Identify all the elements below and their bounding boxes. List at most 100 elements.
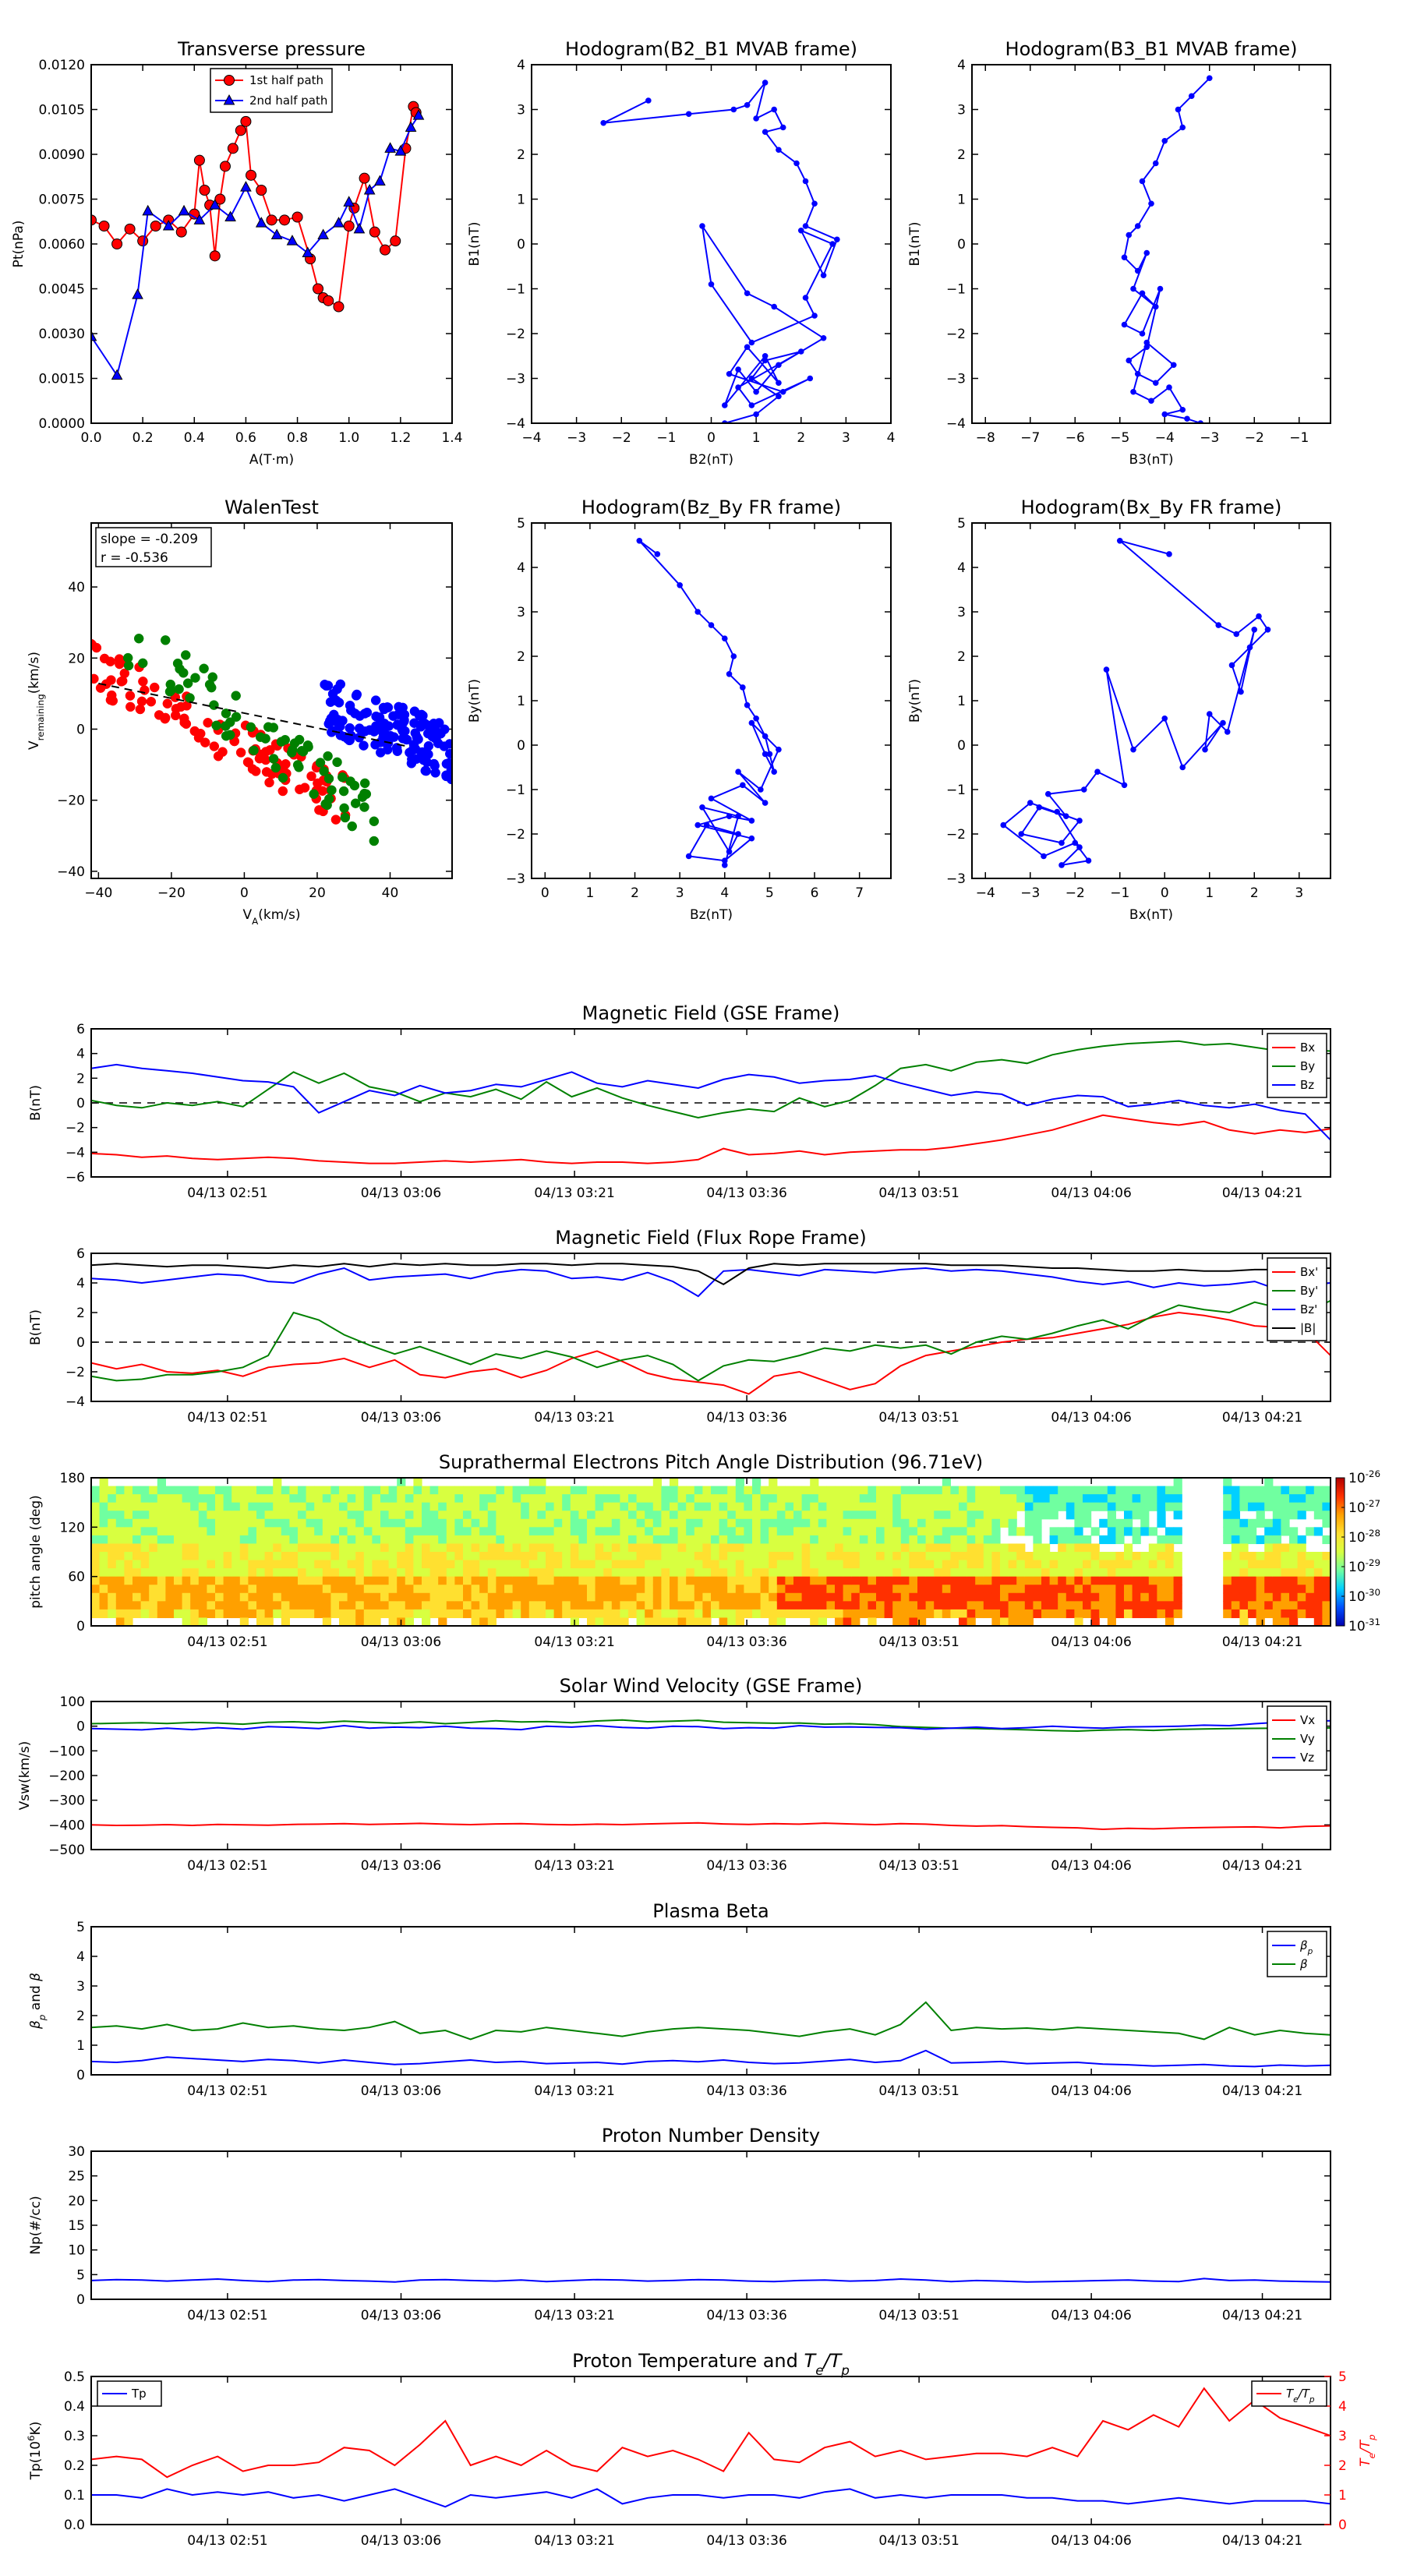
heatmap-cell bbox=[528, 1560, 538, 1569]
y-tick-label: 0 bbox=[76, 1719, 85, 1735]
heatmap-cell bbox=[512, 1585, 521, 1594]
data-point bbox=[135, 704, 146, 715]
heatmap-cell bbox=[528, 1518, 538, 1528]
heatmap-cell bbox=[1306, 1585, 1315, 1594]
heatmap-cell bbox=[785, 1601, 794, 1610]
heatmap-cell bbox=[289, 1486, 299, 1495]
heatmap-cell bbox=[306, 1609, 315, 1619]
heatmap-cell bbox=[124, 1592, 133, 1602]
heatmap-cell bbox=[422, 1601, 431, 1610]
heatmap-cell bbox=[546, 1568, 555, 1578]
data-point bbox=[137, 235, 149, 247]
heatmap-cell bbox=[702, 1518, 712, 1528]
heatmap-cell bbox=[124, 1486, 133, 1495]
heatmap-cell bbox=[438, 1568, 447, 1578]
heatmap-cell bbox=[372, 1576, 381, 1585]
heatmap-cell bbox=[1074, 1560, 1083, 1569]
heatmap-cell bbox=[397, 1601, 406, 1610]
heatmap-cell bbox=[719, 1494, 728, 1504]
heatmap-cell bbox=[1289, 1486, 1299, 1495]
data-point bbox=[266, 214, 277, 226]
heatmap-cell bbox=[397, 1576, 406, 1585]
x-tick-label: 1.4 bbox=[441, 430, 462, 446]
heatmap-cell bbox=[322, 1617, 331, 1627]
heatmap-cell bbox=[620, 1535, 629, 1545]
heatmap-cell bbox=[661, 1592, 670, 1602]
heatmap-cell bbox=[306, 1568, 315, 1578]
heatmap-cell bbox=[835, 1494, 844, 1504]
heatmap-cell bbox=[892, 1527, 902, 1536]
heatmap-cell bbox=[347, 1585, 356, 1594]
heatmap-cell bbox=[1173, 1494, 1182, 1504]
heatmap-cell bbox=[289, 1527, 299, 1536]
heatmap-cell bbox=[397, 1568, 406, 1578]
heatmap-cell bbox=[1289, 1592, 1299, 1602]
y-tick-label: −4 bbox=[506, 416, 525, 432]
heatmap-cell bbox=[1099, 1592, 1108, 1602]
heatmap-cell bbox=[339, 1511, 348, 1520]
heatmap-cell bbox=[562, 1527, 571, 1536]
heatmap-cell bbox=[215, 1560, 224, 1569]
x-tick-label: 1.0 bbox=[338, 430, 359, 446]
y-tick-label: 5 bbox=[957, 516, 966, 532]
heatmap-cell bbox=[1248, 1494, 1257, 1504]
heatmap-cell bbox=[149, 1592, 158, 1602]
heatmap-cell bbox=[1124, 1511, 1133, 1520]
heatmap-cell bbox=[983, 1601, 992, 1610]
heatmap-cell bbox=[355, 1601, 365, 1610]
data-point bbox=[744, 290, 751, 297]
heatmap-cell bbox=[959, 1560, 968, 1569]
heatmap-cell bbox=[454, 1527, 464, 1536]
heatmap-cell bbox=[826, 1592, 836, 1602]
y-tick-label: 4 bbox=[76, 1276, 85, 1292]
heatmap-cell bbox=[884, 1527, 893, 1536]
heatmap-cell bbox=[1008, 1617, 1017, 1627]
heatmap-cell bbox=[537, 1568, 546, 1578]
heatmap-cell bbox=[99, 1535, 108, 1545]
x-tick-label: 5 bbox=[765, 885, 774, 901]
heatmap-cell bbox=[239, 1601, 249, 1610]
heatmap-cell bbox=[363, 1502, 373, 1511]
series-line bbox=[91, 2488, 1331, 2508]
heatmap-cell bbox=[231, 1568, 241, 1578]
heatmap-cell bbox=[198, 1502, 207, 1511]
y-tick-label: 0.0000 bbox=[39, 416, 85, 432]
heatmap-cell bbox=[289, 1543, 299, 1553]
heatmap-cell bbox=[429, 1552, 439, 1561]
heatmap-cell bbox=[1173, 1478, 1182, 1487]
heatmap-cell bbox=[595, 1494, 604, 1504]
heatmap-cell bbox=[719, 1502, 728, 1511]
heatmap-cell bbox=[1231, 1609, 1240, 1619]
heatmap-cell bbox=[463, 1511, 472, 1520]
heatmap-cell bbox=[239, 1527, 249, 1536]
heatmap-cell bbox=[991, 1609, 1001, 1619]
data-point bbox=[762, 80, 769, 86]
heatmap-cell bbox=[182, 1502, 191, 1511]
heatmap-cell bbox=[330, 1560, 340, 1569]
heatmap-cell bbox=[595, 1535, 604, 1545]
heatmap-cell bbox=[719, 1518, 728, 1528]
heatmap-cell bbox=[603, 1494, 613, 1504]
heatmap-cell bbox=[108, 1601, 117, 1610]
heatmap-cell bbox=[744, 1601, 753, 1610]
heatmap-cell bbox=[463, 1568, 472, 1578]
heatmap-cell bbox=[959, 1617, 968, 1627]
heatmap-cell bbox=[1306, 1552, 1315, 1561]
heatmap-cell bbox=[372, 1502, 381, 1511]
heatmap-cell bbox=[1322, 1552, 1331, 1561]
heatmap-cell bbox=[264, 1576, 274, 1585]
heatmap-cell bbox=[133, 1552, 142, 1561]
heatmap-cell bbox=[843, 1527, 852, 1536]
y-tick-label: 180 bbox=[60, 1471, 85, 1486]
heatmap-cell bbox=[835, 1592, 844, 1602]
heatmap-cell bbox=[744, 1609, 753, 1619]
heatmap-cell bbox=[174, 1543, 183, 1553]
heatmap-cell bbox=[405, 1601, 414, 1610]
y-right-tick-label: 0 bbox=[1338, 2518, 1347, 2533]
heatmap-cell bbox=[124, 1576, 133, 1585]
heatmap-cell bbox=[735, 1518, 744, 1528]
heatmap-cell bbox=[917, 1552, 927, 1561]
heatmap-cell bbox=[652, 1486, 662, 1495]
heatmap-cell bbox=[339, 1502, 348, 1511]
